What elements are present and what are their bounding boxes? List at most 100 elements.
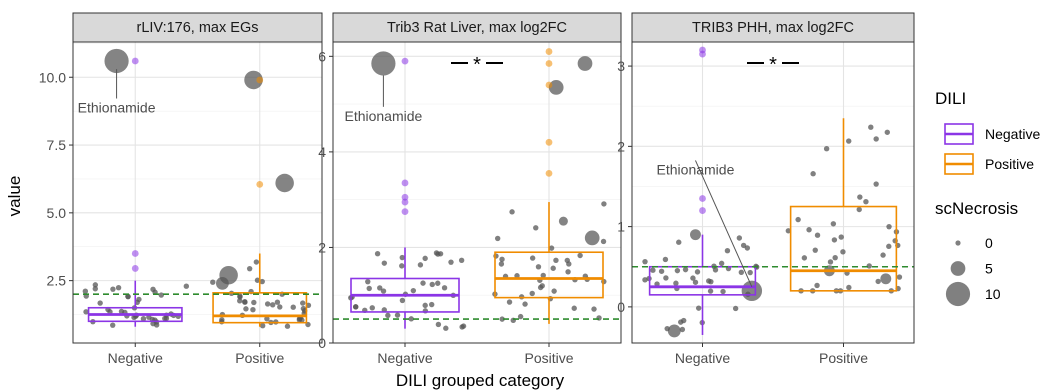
data-point <box>366 285 372 292</box>
data-point <box>712 267 719 273</box>
y-tick-label: 1 <box>617 219 625 235</box>
data-point <box>417 262 424 268</box>
data-point <box>250 307 256 313</box>
data-point <box>269 302 276 308</box>
data-point <box>674 267 681 274</box>
data-point <box>814 282 820 289</box>
panel-background <box>632 42 914 343</box>
y-tick-label: 3 <box>617 58 625 74</box>
data-point <box>377 285 383 291</box>
legend-color-title: DILI <box>935 89 966 108</box>
box-iqr <box>212 292 308 324</box>
data-point <box>82 288 89 294</box>
data-point <box>682 266 689 273</box>
x-axis-title: DILI grouped category <box>396 371 565 390</box>
outlier-point <box>699 195 706 202</box>
data-point <box>601 201 607 207</box>
sized-data-point <box>880 273 892 285</box>
y-tick-label: 5.0 <box>47 205 67 221</box>
data-point <box>886 223 892 230</box>
sized-data-point <box>690 229 701 241</box>
data-point <box>676 239 682 245</box>
data-point <box>846 284 852 291</box>
x-tick-label: Positive <box>819 350 868 366</box>
data-point <box>539 283 545 289</box>
data-point <box>571 305 577 311</box>
panel-border <box>631 41 915 344</box>
data-point <box>577 252 583 259</box>
data-point <box>690 275 696 281</box>
data-point <box>747 269 753 276</box>
data-point <box>110 322 116 328</box>
facet-panel-1: rLIV:176, max EGs 2.5 5.0 7.5 10.0 Negative Po… <box>39 12 323 366</box>
outlier-point <box>699 207 706 214</box>
data-point <box>529 290 535 297</box>
panel-border <box>72 41 323 344</box>
y-tick-label: 4 <box>318 144 326 160</box>
legend-color-key-negative: Negative <box>944 123 1040 145</box>
data-point <box>353 304 359 310</box>
box-iqr <box>789 205 898 292</box>
data-point <box>435 251 441 257</box>
sized-data-point <box>548 80 564 95</box>
data-point <box>253 259 260 265</box>
data-point <box>183 283 190 289</box>
data-point <box>856 206 862 213</box>
panel-background <box>333 42 621 343</box>
data-point <box>810 171 816 177</box>
data-point <box>97 300 103 306</box>
data-point <box>441 285 448 291</box>
data-point <box>274 299 281 305</box>
data-point <box>448 259 454 265</box>
data-point <box>125 293 131 300</box>
y-tick-label: 6 <box>318 48 326 64</box>
facet-title: rLIV:176, max EGs <box>137 20 259 36</box>
data-point <box>284 323 291 329</box>
annotation-leader <box>694 160 753 288</box>
data-point <box>718 260 725 267</box>
data-point <box>237 298 243 304</box>
data-point <box>299 317 305 323</box>
data-point <box>812 247 818 253</box>
data-point <box>522 301 528 307</box>
legend-color-label: Negative <box>985 126 1040 142</box>
data-point <box>369 305 375 311</box>
data-point <box>720 288 726 295</box>
data-point <box>210 279 216 285</box>
legend-size-symbol <box>950 261 966 276</box>
y-tick-label: 0 <box>318 335 326 351</box>
data-point <box>678 319 684 325</box>
sized-data-point <box>577 56 593 71</box>
data-point <box>533 225 539 231</box>
facet-panels: rLIV:176, max EGs 2.5 5.0 7.5 10.0 Negative Po… <box>39 12 915 366</box>
sized-data-point <box>741 280 763 302</box>
sized-data-point <box>275 173 294 193</box>
data-point <box>153 322 160 328</box>
legend: DILI scNecrosis Negative Positive 0 5 10 <box>935 89 1040 307</box>
data-point <box>650 267 656 273</box>
data-point <box>707 288 714 294</box>
y-tick-label: 2 <box>318 239 326 255</box>
significance-marker: * <box>769 54 777 76</box>
data-point <box>857 194 863 200</box>
data-point <box>499 316 505 322</box>
data-point <box>246 265 253 272</box>
data-point <box>140 316 147 322</box>
data-point <box>785 228 792 234</box>
data-point <box>658 268 665 274</box>
data-point <box>443 325 449 331</box>
data-point <box>422 308 429 314</box>
data-point <box>827 259 834 265</box>
data-point <box>264 301 271 307</box>
outlier-point <box>699 50 706 58</box>
x-tick-label: Negative <box>675 350 730 366</box>
facet-panel-2: Trib3 Rat Liver, max log2FC 0 2 4 6 Negative P… <box>318 12 622 366</box>
data-point <box>566 261 572 267</box>
data-point <box>493 253 499 259</box>
data-point <box>422 302 428 309</box>
data-point <box>673 280 679 286</box>
data-point <box>83 309 89 315</box>
data-point <box>374 250 381 257</box>
outlier-point <box>545 48 553 55</box>
data-point <box>736 235 743 241</box>
